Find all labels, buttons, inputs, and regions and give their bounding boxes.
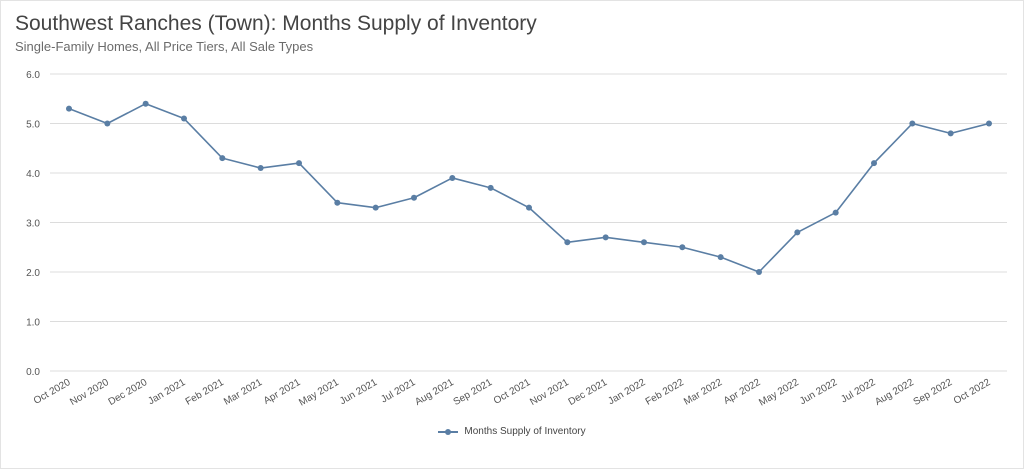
data-point[interactable] — [219, 155, 226, 162]
data-point[interactable] — [411, 194, 417, 201]
data-point[interactable] — [372, 204, 379, 211]
data-point[interactable] — [756, 269, 762, 275]
data-point[interactable] — [104, 120, 111, 127]
legend-item[interactable]: Months Supply of Inventory — [438, 426, 586, 437]
y-tick-label: 1.0 — [26, 318, 40, 329]
data-point[interactable] — [602, 234, 609, 241]
legend: Months Supply of Inventory — [0, 426, 1024, 437]
x-tick-label: Nov 2020 — [68, 377, 111, 408]
series-line — [68, 102, 990, 273]
x-tick-label: May 2021 — [297, 377, 341, 409]
x-tick-label: Mar 2022 — [682, 377, 724, 408]
legend-marker-icon — [438, 427, 459, 437]
x-tick-label: Dec 2021 — [567, 377, 610, 408]
data-point[interactable] — [832, 209, 839, 216]
chart-title: Southwest Ranches (Town): Months Supply … — [15, 12, 537, 35]
x-tick-label: Feb 2022 — [644, 377, 686, 408]
data-point[interactable] — [334, 199, 341, 206]
x-tick-label: May 2022 — [757, 377, 801, 409]
data-point[interactable] — [794, 229, 801, 236]
x-tick-label: Feb 2021 — [184, 377, 226, 408]
x-tick-label: Jan 2021 — [146, 377, 188, 407]
x-tick-label: Sep 2021 — [452, 377, 495, 408]
data-point[interactable] — [871, 160, 877, 167]
x-tick-label: Jul 2022 — [839, 377, 878, 406]
y-tick-label: 5.0 — [26, 120, 40, 131]
data-point[interactable] — [66, 105, 72, 112]
data-point[interactable] — [296, 160, 302, 167]
data-point[interactable] — [449, 174, 456, 181]
gridlines — [50, 73, 1007, 372]
data-point[interactable] — [142, 100, 149, 107]
x-tick-label: Oct 2020 — [32, 377, 73, 407]
x-tick-label: Nov 2021 — [528, 377, 571, 408]
x-tick-label: Aug 2022 — [873, 377, 916, 408]
data-point[interactable] — [641, 239, 647, 246]
x-tick-label: Jun 2022 — [798, 377, 840, 407]
y-tick-label: 2.0 — [26, 268, 40, 279]
x-tick-label: Apr 2021 — [262, 377, 303, 407]
data-point[interactable] — [257, 165, 264, 172]
x-tick-label: Apr 2022 — [722, 377, 763, 407]
data-point[interactable] — [181, 115, 187, 122]
chart-subtitle: Single-Family Homes, All Price Tiers, Al… — [15, 39, 314, 54]
data-point[interactable] — [717, 254, 724, 261]
x-tick-label: Jan 2022 — [606, 377, 648, 407]
data-point[interactable] — [564, 239, 571, 246]
series-layer — [66, 100, 992, 275]
x-tick-label: Dec 2020 — [107, 377, 150, 408]
x-tick-label: Aug 2021 — [413, 377, 456, 408]
y-tick-label: 3.0 — [26, 219, 40, 230]
legend-label: Months Supply of Inventory — [464, 426, 586, 437]
data-point[interactable] — [986, 120, 992, 127]
data-point[interactable] — [526, 204, 532, 211]
data-point[interactable] — [947, 130, 954, 137]
x-tick-label: Jul 2021 — [379, 377, 418, 406]
y-tick-label: 0.0 — [26, 367, 40, 378]
y-axis-ticks: 0.0 1.0 2.0 3.0 4.0 5.0 6.0 — [26, 70, 40, 378]
y-tick-label: 4.0 — [26, 169, 40, 180]
x-tick-label: Jun 2021 — [338, 377, 380, 407]
x-tick-label: Sep 2022 — [912, 377, 955, 408]
x-tick-label: Mar 2021 — [222, 377, 264, 408]
y-tick-label: 6.0 — [26, 70, 40, 81]
x-tick-label: Oct 2022 — [952, 377, 993, 407]
data-point[interactable] — [679, 244, 686, 251]
x-tick-label: Oct 2021 — [492, 377, 533, 407]
data-point[interactable] — [909, 120, 916, 127]
data-point[interactable] — [487, 184, 494, 191]
